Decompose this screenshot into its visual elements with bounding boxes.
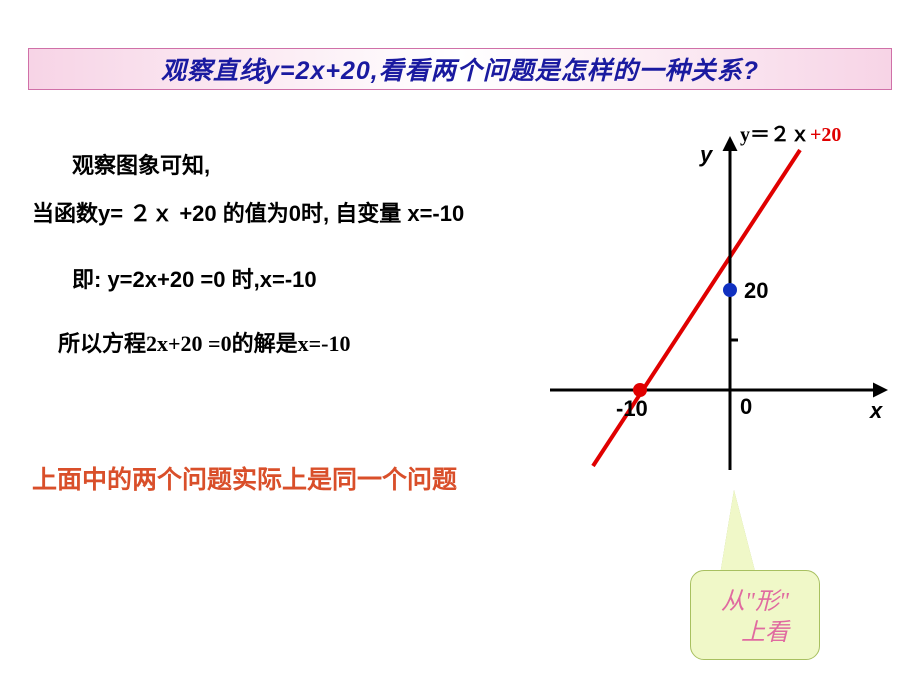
l2b: ２ｘ: [129, 201, 173, 226]
line-function-zero: 当函数y= ２ｘ +20 的值为0时, 自变量 x=-10: [32, 196, 464, 228]
chart-svg: y x 0 20 -10: [540, 130, 900, 490]
eq-main: y＝２ｘ: [740, 124, 810, 146]
line-observe: 观察图象可知,: [72, 148, 210, 180]
l4d: x=-10: [298, 331, 351, 356]
title-text: 观察直线y=2x+20,看看两个问题是怎样的一种关系?: [161, 51, 759, 87]
svg-text:y: y: [699, 142, 714, 167]
l2c: +20 的值为0时, 自变量 x=-10: [173, 201, 464, 226]
callout-line2: 上看: [721, 618, 789, 649]
l4a: 所以方程: [58, 331, 146, 356]
l4c: 的解是: [232, 331, 298, 356]
chart-linear-function: y x 0 20 -10: [540, 130, 900, 490]
callout-tail: [720, 490, 756, 575]
svg-text:20: 20: [744, 278, 768, 303]
conclusion-text: 上面中的两个问题实际上是同一个问题: [32, 460, 457, 496]
l4b: 2x+20 =0: [146, 331, 232, 356]
line-therefore: 即: y=2x+20 =0 时,x=-10: [72, 262, 317, 294]
svg-text:-10: -10: [616, 396, 648, 421]
callout-shape-view: 从"形" 上看: [690, 570, 820, 660]
title-bar: 观察直线y=2x+20,看看两个问题是怎样的一种关系?: [28, 48, 892, 90]
line-solution: 所以方程2x+20 =0的解是x=-10: [58, 326, 350, 358]
svg-text:x: x: [869, 398, 883, 423]
eq-plus20: +20: [810, 124, 841, 146]
callout-line1: 从"形": [721, 587, 789, 618]
svg-text:0: 0: [740, 394, 752, 419]
l2a: 当函数y=: [32, 201, 129, 226]
equation-label: y＝２ｘ+20: [740, 118, 841, 147]
